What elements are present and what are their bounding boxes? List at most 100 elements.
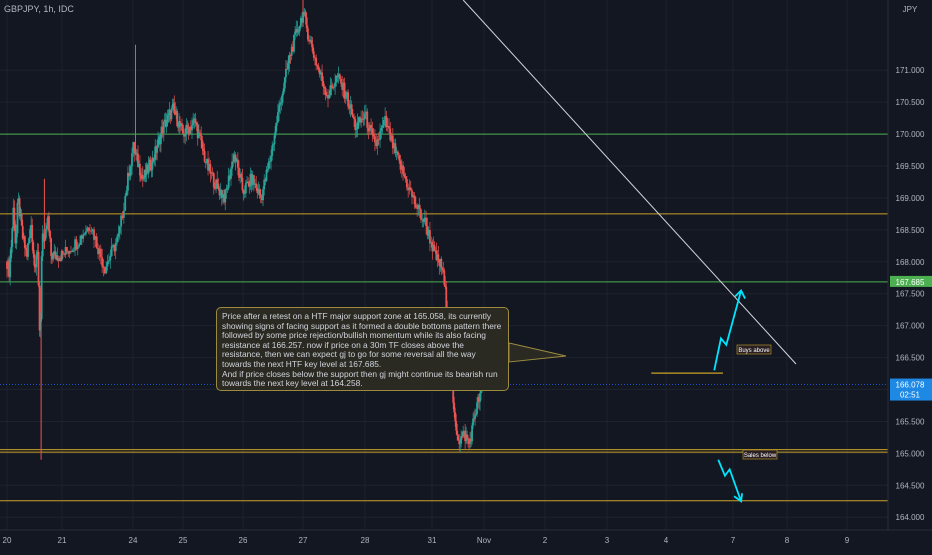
candle-body <box>366 111 369 128</box>
candle-body <box>167 113 170 116</box>
candle-body <box>233 154 236 162</box>
candle-body <box>244 183 247 194</box>
candle-body <box>453 402 456 413</box>
candle-body <box>68 251 71 254</box>
y-tick-label: 164.500 <box>896 481 925 490</box>
candle-body <box>30 224 33 230</box>
candle-body <box>439 258 442 266</box>
x-tick-label: 2 <box>543 536 548 545</box>
candle-body <box>157 139 159 148</box>
candle-body <box>309 40 312 42</box>
candle-body <box>186 124 189 129</box>
candle-body <box>349 104 352 109</box>
candle-body <box>363 113 366 119</box>
candle-body <box>321 72 323 82</box>
candle-body <box>148 159 151 165</box>
candle-body <box>376 139 379 147</box>
candle-body <box>87 227 90 231</box>
candle-body <box>89 230 91 232</box>
candle-body <box>416 207 419 209</box>
candle-body <box>393 143 396 149</box>
candle-body <box>474 415 476 420</box>
candle-body <box>298 25 301 32</box>
candle-body <box>251 175 254 185</box>
candle-body <box>310 40 313 45</box>
candle-body <box>382 119 385 126</box>
candle-body <box>281 93 284 103</box>
candle-body <box>175 111 178 115</box>
candle-body <box>293 34 295 52</box>
candle-body <box>380 127 383 132</box>
candle-body <box>311 44 314 52</box>
candle-body <box>17 198 20 203</box>
candle-body <box>55 255 58 259</box>
candle-body <box>217 183 220 190</box>
candle-body <box>169 110 172 120</box>
candle-body <box>242 190 245 194</box>
y-tick-label: 169.500 <box>896 162 925 171</box>
candle-body <box>33 253 36 266</box>
candle-body <box>259 195 262 198</box>
candle-body <box>163 119 166 122</box>
candle-body <box>184 134 187 137</box>
price-mark-label: 167.685 <box>896 278 925 287</box>
candle-body <box>27 243 29 257</box>
candle-body <box>210 172 213 174</box>
candle-body <box>10 247 13 259</box>
candle-body <box>440 258 443 268</box>
y-tick-label: 169.000 <box>896 194 925 203</box>
candle-body <box>131 153 133 167</box>
candle-body <box>29 229 32 239</box>
candle-body <box>348 106 351 109</box>
candle-body <box>46 225 48 230</box>
candle-body <box>195 122 198 125</box>
candle-body <box>279 102 282 106</box>
candle-body <box>179 121 181 127</box>
candle-body <box>220 190 223 198</box>
candle-body <box>58 258 61 261</box>
candle-body <box>280 102 283 104</box>
trendline <box>462 0 797 365</box>
candle-body <box>459 443 462 445</box>
candle-body <box>354 119 357 130</box>
x-tick-label: 26 <box>239 536 248 545</box>
candle-body <box>156 147 159 153</box>
candle-body <box>377 139 380 141</box>
candle-body <box>431 242 434 252</box>
candle-body <box>460 435 463 444</box>
candle-body <box>185 124 188 135</box>
candle-body <box>299 18 302 26</box>
candle-body <box>34 265 37 268</box>
candle-body <box>149 159 152 171</box>
candle-body <box>409 187 412 191</box>
candle-body <box>306 28 309 40</box>
candle-body <box>110 246 113 257</box>
candle-body <box>476 402 478 415</box>
x-tick-label: 3 <box>605 536 610 545</box>
candle-body <box>464 430 467 442</box>
candle-body <box>138 163 140 167</box>
candle-body <box>95 236 98 248</box>
candle-body <box>15 233 18 244</box>
candle-body <box>235 159 238 162</box>
candle-body <box>469 438 472 444</box>
candle-body <box>177 125 180 128</box>
candle-body <box>56 255 59 261</box>
candle-body <box>368 124 371 132</box>
candle-body <box>197 132 200 139</box>
candle-body <box>270 155 272 162</box>
projection-down-arrow <box>717 459 742 502</box>
candle-body <box>277 112 279 123</box>
candle-body <box>124 196 127 211</box>
candle-body <box>295 29 298 32</box>
price-mark-label: 166.078 <box>896 381 925 390</box>
candle-body <box>234 154 237 162</box>
candle-body <box>444 284 447 287</box>
analysis-note[interactable]: Price after a retest on a HTF major supp… <box>216 307 509 391</box>
candle-body <box>113 244 116 252</box>
candle-body <box>465 434 468 442</box>
candle-body <box>355 128 358 130</box>
candle-body <box>425 217 427 227</box>
